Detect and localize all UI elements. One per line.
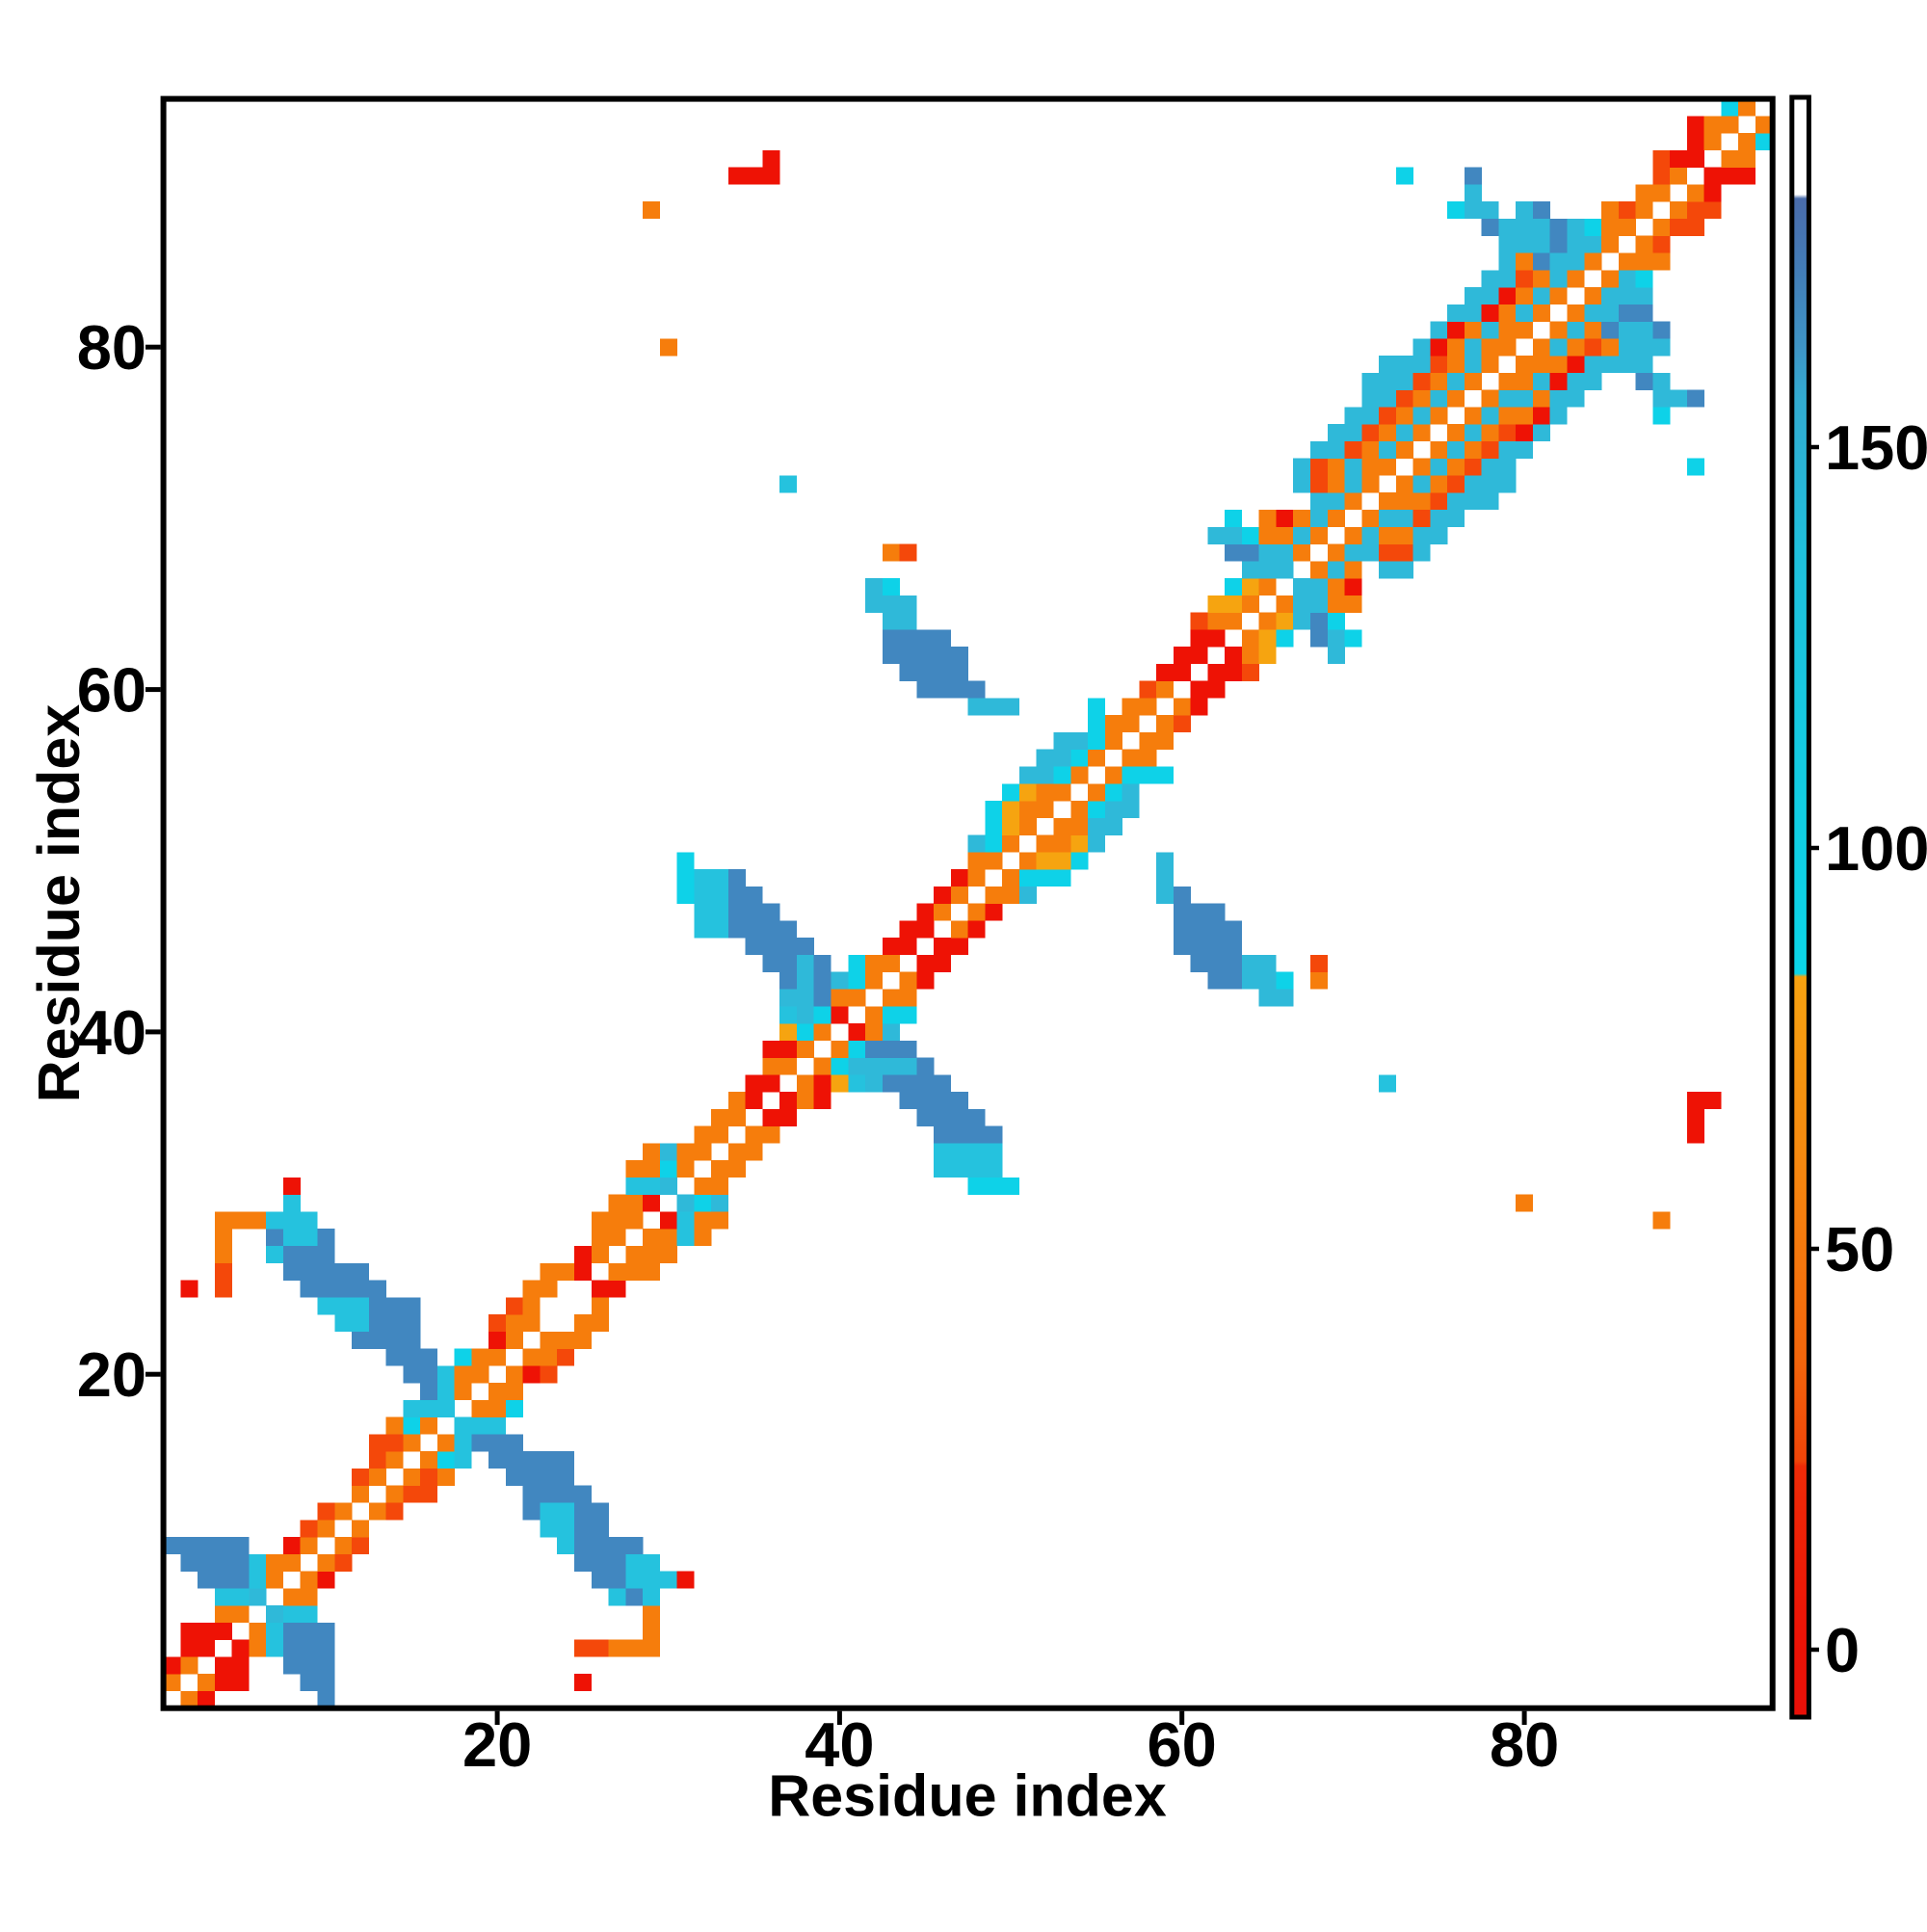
svg-text:20: 20	[462, 1709, 532, 1780]
svg-text:60: 60	[1148, 1709, 1217, 1780]
svg-text:Residue index: Residue index	[768, 1763, 1167, 1829]
svg-text:20: 20	[77, 1339, 146, 1410]
svg-text:60: 60	[77, 655, 146, 726]
svg-text:0: 0	[1825, 1615, 1860, 1685]
svg-text:80: 80	[77, 312, 146, 383]
svg-text:Residue index: Residue index	[26, 704, 92, 1103]
svg-text:40: 40	[77, 997, 146, 1068]
svg-text:40: 40	[805, 1709, 874, 1780]
svg-text:150: 150	[1825, 412, 1927, 483]
svg-text:80: 80	[1490, 1709, 1559, 1780]
svg-text:50: 50	[1825, 1214, 1894, 1284]
svg-text:100: 100	[1825, 813, 1927, 884]
